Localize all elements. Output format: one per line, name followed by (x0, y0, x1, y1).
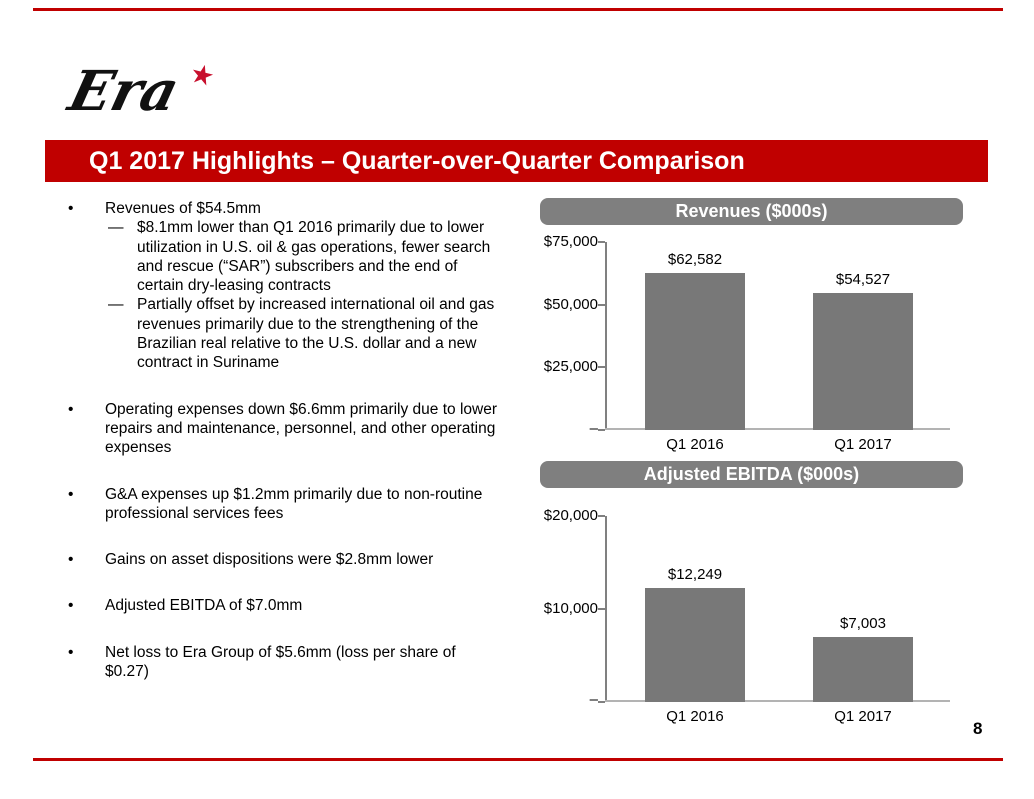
tick-mark (598, 366, 605, 369)
tick-mark (598, 303, 605, 306)
bar-value-label: $12,249 (667, 566, 723, 584)
bullet-icon: • (68, 200, 74, 217)
bullet-group-gains: • Gains on asset dispositions were $2.8m… (68, 550, 500, 569)
logo-wordmark: Era (64, 60, 185, 124)
y-tick-label: $75,000 (543, 233, 598, 250)
sub-bullet-text: $8.1mm lower than Q1 2016 primarily due … (137, 219, 491, 295)
chart-revenues: Revenues ($000s) $75,000 $50,000 $25,000… (540, 198, 963, 460)
bullet-text: Revenues of $54.5mm (105, 200, 261, 217)
x-category-label: Q1 2017 (834, 708, 892, 725)
bullet-text: Gains on asset dispositions were $2.8mm … (105, 551, 434, 569)
bullet-text: G&A expenses up $1.2mm primarily due to … (105, 485, 483, 522)
bullet-icon: • (68, 551, 74, 569)
bullet-item: • G&A expenses up $1.2mm primarily due t… (68, 485, 500, 524)
x-axis (605, 700, 950, 702)
era-logo-graphic: Era ★ (61, 58, 218, 124)
tick-mark (598, 429, 605, 431)
bullet-group-ga: • G&A expenses up $1.2mm primarily due t… (68, 485, 500, 524)
tick-mark (598, 241, 605, 243)
bullet-group-netloss: • Net loss to Era Group of $5.6mm (loss … (68, 643, 500, 682)
bullet-item: • Adjusted EBITDA of $7.0mm (68, 596, 500, 615)
bullet-icon: • (68, 485, 74, 503)
y-tick-label: $20,000 (543, 507, 598, 524)
top-red-rule (33, 8, 1003, 11)
tick-mark (598, 701, 605, 703)
bar-value-label: $7,003 (840, 614, 886, 632)
bar-q1-2016: $12,249 Q1 2016 (645, 516, 745, 725)
bullet-icon: • (68, 400, 74, 418)
y-tick-label: $50,000 (543, 296, 598, 313)
chart-adjusted-ebitda: Adjusted EBITDA ($000s) $20,000 $10,000 … (540, 461, 963, 741)
x-category-label: Q1 2017 (834, 436, 892, 453)
bar-q1-2017: $7,003 Q1 2017 (813, 516, 913, 725)
bar-rect (813, 636, 913, 702)
bullet-icon: • (68, 643, 74, 661)
x-category-label: Q1 2016 (666, 436, 724, 453)
bullet-text: Net loss to Era Group of $5.6mm (loss pe… (105, 643, 456, 681)
bullet-icon: • (68, 597, 74, 615)
y-tick-label: $10,000 (543, 600, 598, 617)
bar-rect (645, 273, 745, 430)
y-tick-label: $25,000 (543, 358, 598, 375)
era-logo: Era ★ (61, 54, 224, 124)
bullet-group-opex: • Operating expenses down $6.6mm primari… (68, 400, 500, 458)
bullet-text: Adjusted EBITDA of $7.0mm (105, 597, 303, 615)
dash-icon: — (108, 219, 124, 237)
chart-ebitda-header: Adjusted EBITDA ($000s) (540, 461, 963, 488)
tick-mark (598, 608, 605, 610)
page-number: 8 (973, 719, 983, 738)
bullet-item: • Gains on asset dispositions were $2.8m… (68, 550, 500, 569)
dash-icon: — (108, 296, 124, 314)
bar-value-label: $54,527 (835, 271, 891, 289)
bullet-text: Operating expenses down $6.6mm primarily… (105, 400, 497, 457)
bullet-group-revenues: • Revenues of $54.5mm — $8.1mm lower tha… (68, 199, 500, 373)
plot-area: $12,249 Q1 2016 $7,003 Q1 2017 (598, 515, 950, 725)
sub-bullet-text: Partially offset by increased internatio… (137, 296, 495, 372)
x-axis (605, 428, 950, 430)
y-tick-label: – (589, 420, 598, 437)
bullet-item: • Revenues of $54.5mm (68, 199, 500, 218)
bullet-item: • Operating expenses down $6.6mm primari… (68, 400, 500, 458)
slide-title: Q1 2017 Highlights – Quarter-over-Quarte… (89, 147, 745, 175)
y-axis (605, 516, 607, 702)
y-axis (605, 242, 607, 430)
bullet-list: • Revenues of $54.5mm — $8.1mm lower tha… (68, 199, 500, 708)
bar-rect (645, 588, 745, 702)
chart-revenues-header: Revenues ($000s) (540, 198, 963, 225)
bullet-group-ebitda: • Adjusted EBITDA of $7.0mm (68, 596, 500, 615)
title-bar: Q1 2017 Highlights – Quarter-over-Quarte… (45, 140, 988, 182)
star-icon: ★ (187, 58, 218, 94)
bottom-red-rule (33, 758, 1003, 761)
sub-bullet-item: — Partially offset by increased internat… (108, 295, 500, 372)
bullet-item: • Net loss to Era Group of $5.6mm (loss … (68, 643, 500, 682)
tick-mark (598, 515, 605, 517)
bar-value-label: $62,582 (667, 251, 723, 269)
bar-rect (813, 293, 913, 430)
sub-bullet-item: — $8.1mm lower than Q1 2016 primarily du… (108, 218, 500, 295)
plot-area: $62,582 Q1 2016 $54,527 Q1 2017 (598, 241, 950, 453)
y-tick-label: – (589, 691, 598, 708)
x-category-label: Q1 2016 (666, 708, 724, 725)
bar-q1-2016: $62,582 Q1 2016 (645, 242, 745, 453)
bar-q1-2017: $54,527 Q1 2017 (813, 242, 913, 453)
